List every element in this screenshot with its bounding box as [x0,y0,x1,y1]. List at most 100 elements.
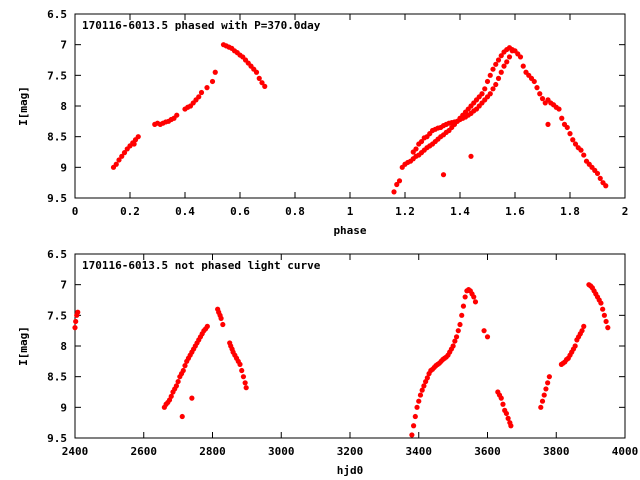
data-point [218,315,224,321]
data-point [198,89,205,96]
data-point [440,172,447,178]
data-point [538,404,544,410]
data-point [504,59,510,65]
data-point [495,75,502,81]
data-point [503,410,510,417]
data-point [75,309,81,315]
data-point [116,157,122,163]
data-point [168,393,174,399]
x-tick-label: 1.6 [505,205,525,218]
data-point [418,138,425,145]
y-tick-label: 9.5 [47,432,67,445]
x-tick-label: 3200 [337,445,364,458]
data-point [237,361,243,367]
y-tick-label: 6.5 [47,8,67,21]
data-point [113,161,119,167]
data-point [119,153,125,159]
y-tick-label: 6.5 [47,248,67,261]
data-point [453,334,460,340]
data-point [581,323,587,329]
data-point [481,328,487,334]
y-axis-label: I[mag] [17,86,30,126]
data-point [72,325,78,331]
data-point [605,325,611,331]
data-point [412,413,418,420]
phased-light-curve-chart: 0 0.2 0.4 0.6 0.8 1 1.2 1.4 1.6 1.8 2 6.5 7 7.5 8 8.5 9 9… [17,8,628,237]
data-point [579,328,585,334]
data-point [509,48,515,54]
x-tick-label: 2400 [62,445,89,458]
data-point [135,134,141,140]
data-point [578,147,584,153]
data-point [204,323,210,329]
y-tick-label: 9 [60,161,67,174]
x-tick-label: 1 [347,205,354,218]
x-tick-label: 2600 [131,445,158,458]
data-point [505,415,511,421]
data-point [189,395,195,401]
data-point [487,72,493,78]
data-point [259,80,265,86]
data-point [196,94,202,100]
y-tick-label: 9.5 [47,192,67,205]
x-tick-label: 3600 [474,445,501,458]
data-point [600,306,606,312]
data-point [572,343,578,349]
y-axis-label: I[mag] [17,326,30,366]
data-point [243,385,249,391]
x-tick-label: 4000 [612,445,639,458]
x-axis-label: hjd0 [337,464,364,477]
data-point [490,66,496,72]
x-tick-label: 0.4 [175,205,195,218]
data-point [391,189,397,195]
data-point [567,131,573,137]
data-point [421,383,427,389]
data-point [240,374,247,380]
data-point [242,380,248,386]
x-tick-label: 0.8 [285,205,305,218]
chart-title: 170116-6013.5 phased with P=370.0day [82,19,321,32]
data-point [534,85,540,91]
data-point [409,432,415,438]
x-tick-label: 0.6 [230,205,250,218]
y-tick-label: 7.5 [47,309,67,322]
data-point [541,392,547,398]
data-point [484,78,491,85]
data-point [597,175,603,181]
data-point [396,178,403,184]
data-point [182,363,188,369]
data-point [460,303,467,309]
data-point [459,312,465,318]
x-axis-label: phase [333,224,366,237]
data-point [414,404,420,410]
x-tick-label: 1.8 [560,205,580,218]
data-point [410,423,417,429]
data-point [457,321,463,328]
data-point [543,386,549,392]
data-point [212,69,218,75]
x-tick-label: 2800 [199,445,226,458]
y-tick-label: 8 [60,100,67,113]
data-point [239,367,245,374]
x-tick-label: 0.2 [120,205,140,218]
y-tick-label: 8.5 [47,131,67,144]
data-point [179,413,185,420]
data-point [471,294,477,300]
data-point [73,318,79,325]
data-point [559,115,565,121]
y-tick-label: 7.5 [47,69,67,82]
data-point [545,121,551,127]
data-point [570,137,576,143]
data-point [482,86,488,92]
data-point [455,328,461,334]
data-point [520,63,526,69]
data-point [531,78,537,85]
chart-title: 170116-6013.5 not phased light curve [82,259,321,272]
x-tick-label: 1.4 [450,205,470,218]
data-point [517,54,524,60]
y-tick-label: 7 [60,279,67,292]
data-point [493,61,499,67]
data-point [500,401,506,407]
data-point [546,374,552,380]
